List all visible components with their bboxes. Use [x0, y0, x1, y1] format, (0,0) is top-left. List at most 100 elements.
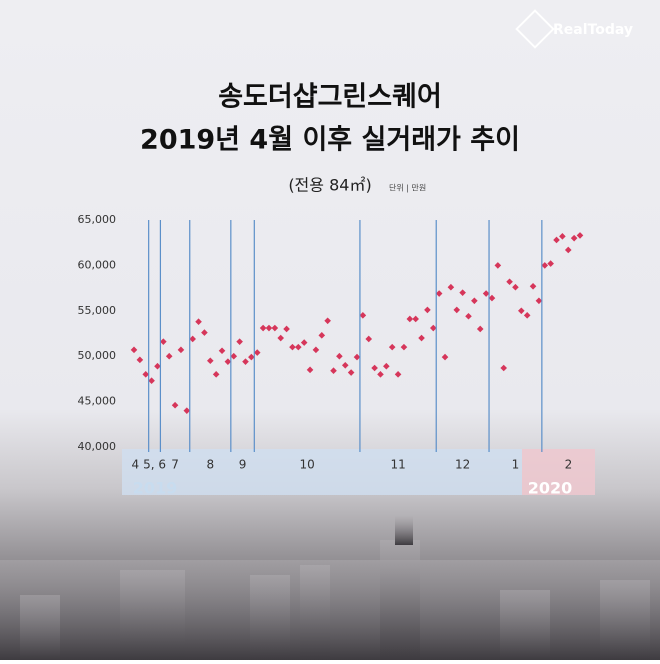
data-point: [441, 353, 449, 361]
data-point: [341, 361, 349, 369]
data-point: [365, 335, 373, 343]
y-tick-label: 65,000: [78, 213, 117, 226]
data-point: [236, 338, 243, 345]
month-label: 9: [239, 458, 247, 472]
city-silhouette: [0, 515, 660, 660]
data-point: [523, 312, 531, 319]
year-label: 2020: [528, 479, 573, 498]
data-point: [559, 233, 566, 240]
data-point: [418, 334, 425, 342]
data-point: [148, 377, 155, 385]
month-label: 10: [299, 458, 314, 472]
data-point: [136, 356, 144, 364]
data-point: [183, 407, 191, 414]
data-point: [465, 312, 472, 320]
brand: RealToday: [553, 22, 633, 38]
y-tick-label: 45,000: [78, 395, 117, 408]
data-point: [424, 306, 431, 314]
y-tick-label: 50,000: [78, 349, 117, 362]
data-point: [471, 297, 478, 305]
data-point: [312, 346, 320, 354]
data-point: [377, 371, 384, 378]
data-point: [218, 347, 226, 355]
data-point: [324, 317, 331, 325]
data-point: [295, 343, 302, 351]
title-line: 송도더샵그린스퀘어: [218, 82, 442, 113]
logo: RealToday: [515, 9, 633, 49]
data-point: [177, 346, 185, 354]
data-point: [253, 349, 261, 356]
data-point: [435, 290, 443, 297]
data-point: [383, 362, 390, 370]
data-point: [506, 278, 513, 286]
month-label: 12: [455, 458, 470, 472]
month-label: 1: [512, 458, 520, 472]
data-point: [283, 325, 290, 333]
unit: 단위 | 만원: [389, 183, 426, 193]
data-point: [201, 329, 208, 336]
data-point: [160, 338, 167, 345]
y-tick-label: 55,000: [78, 304, 117, 317]
data-point: [154, 362, 161, 370]
data-point: [300, 339, 308, 346]
data-point: [371, 364, 378, 372]
data-point: [130, 346, 138, 354]
data-point: [447, 283, 455, 291]
data-point: [535, 297, 543, 305]
data-point: [488, 294, 496, 302]
data-point: [347, 369, 355, 376]
subtitle: (전용 84㎡): [288, 176, 371, 195]
data-point: [359, 312, 367, 319]
data-point: [570, 234, 578, 242]
data-point: [271, 324, 279, 332]
data-point: [576, 232, 584, 239]
data-point: [142, 371, 150, 378]
data-point: [412, 315, 419, 323]
y-tick-label: 40,000: [78, 440, 117, 453]
data-point: [388, 343, 396, 351]
data-point: [518, 307, 525, 315]
data-point: [265, 324, 273, 332]
year-band-2019: [122, 449, 522, 495]
data-point: [206, 357, 214, 365]
data-point: [500, 364, 508, 372]
month-label: 2: [565, 458, 573, 472]
data-point: [330, 367, 337, 375]
data-point: [547, 260, 554, 267]
data-point: [306, 366, 314, 374]
data-point: [248, 353, 255, 361]
data-point: [212, 371, 220, 378]
year-band-2020: [522, 449, 595, 495]
data-point: [529, 282, 537, 290]
data-point: [259, 324, 267, 332]
y-tick-label: 60,000: [78, 258, 117, 271]
data-point: [476, 325, 484, 333]
data-point: [224, 358, 232, 365]
data-point: [242, 358, 249, 365]
data-point: [459, 289, 466, 296]
title-line: 2019년 4월 이후 실거래가 추이: [140, 125, 520, 156]
data-point: [353, 353, 361, 361]
data-point: [189, 335, 196, 343]
data-point: [429, 324, 437, 332]
data-point: [494, 262, 502, 269]
month-label: 8: [206, 458, 214, 472]
data-point: [564, 246, 572, 254]
data-point: [553, 236, 560, 244]
data-point: [336, 352, 343, 360]
data-point: [482, 290, 490, 297]
month-label: 7: [171, 458, 179, 472]
data-point: [171, 401, 179, 409]
month-label: 4: [132, 458, 140, 472]
data-point: [512, 283, 519, 291]
month-label: 11: [390, 458, 405, 472]
data-point: [453, 306, 461, 314]
data-point: [165, 352, 173, 360]
data-point: [289, 343, 296, 351]
year-label: 2019: [133, 479, 178, 498]
data-point: [230, 352, 238, 360]
data-point: [541, 262, 549, 269]
data-point: [394, 371, 402, 378]
